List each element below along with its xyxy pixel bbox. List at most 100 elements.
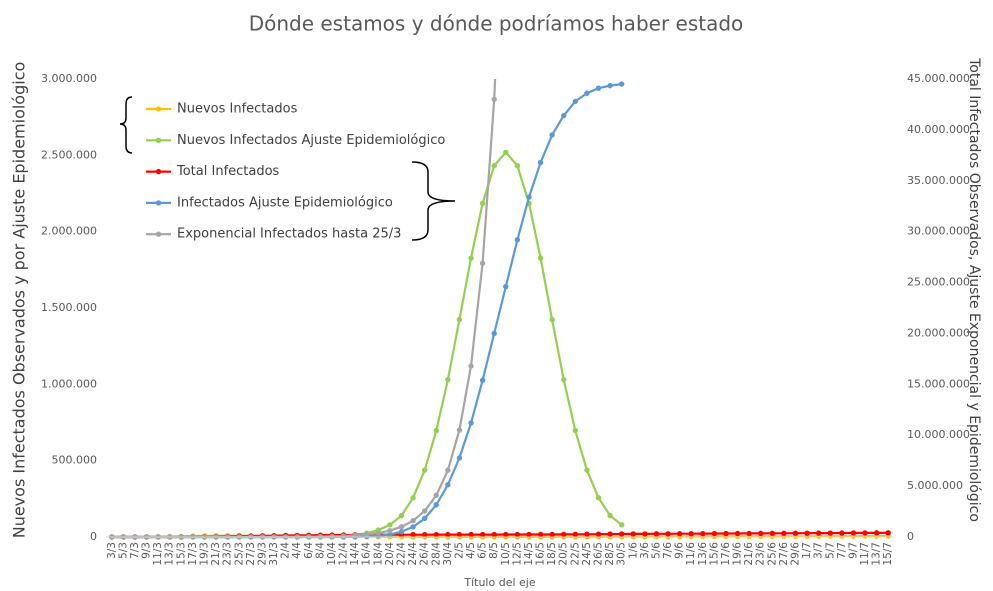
data-point xyxy=(514,237,521,243)
legend-label: Total Infectados xyxy=(176,164,280,179)
y2-tick-label: 40.000.000 xyxy=(907,123,970,136)
data-point xyxy=(618,531,625,537)
x-tick-label: 9/7 xyxy=(847,542,859,559)
x-tick-label: 23/6 xyxy=(755,542,767,566)
x-tick-label: 25/6 xyxy=(766,542,778,566)
data-point xyxy=(491,96,497,103)
y-tick-label: 1.000.000 xyxy=(41,377,97,390)
data-point xyxy=(572,427,579,434)
x-tick-label: 13/6 xyxy=(697,542,709,566)
data-point xyxy=(584,531,590,537)
x-tick-label: 30/5 xyxy=(616,542,628,566)
y2-tick-label: 20.000.000 xyxy=(907,326,970,339)
x-tick-label: 14/5 xyxy=(523,542,535,566)
data-point xyxy=(433,531,439,538)
data-point xyxy=(758,530,764,537)
data-point xyxy=(479,377,486,383)
x-tick-label: 26/4 xyxy=(419,542,431,566)
x-tick-label: 28/5 xyxy=(604,542,616,566)
data-point xyxy=(723,530,729,537)
data-point xyxy=(421,508,428,514)
x-tick-label: 31/3 xyxy=(268,542,280,566)
data-point xyxy=(445,531,451,538)
x-tick-label: 16/5 xyxy=(535,542,547,566)
x-tick-label: 11/7 xyxy=(859,542,871,566)
data-point xyxy=(561,376,567,383)
data-point xyxy=(445,376,451,383)
data-point xyxy=(711,530,718,537)
x-tick-label: 27/6 xyxy=(778,542,790,566)
data-point xyxy=(514,163,521,169)
data-point xyxy=(781,530,787,536)
y2-tick-label: 0 xyxy=(907,530,914,543)
data-point xyxy=(340,533,347,539)
x-tick-label: 3/6 xyxy=(639,542,651,559)
data-point xyxy=(433,502,439,508)
data-point xyxy=(456,531,463,538)
data-point xyxy=(839,530,845,536)
data-point xyxy=(549,316,555,323)
data-point xyxy=(526,194,532,200)
x-tick-label: 16/4 xyxy=(361,542,373,566)
x-tick-label: 11/6 xyxy=(685,542,697,566)
data-point xyxy=(561,112,567,119)
x-tick-label: 30/4 xyxy=(442,542,454,566)
chart-title: Dónde estamos y dónde podríamos haber es… xyxy=(249,12,744,36)
legend-marker xyxy=(155,231,162,237)
x-tick-label: 26/5 xyxy=(593,542,605,566)
data-point xyxy=(607,82,613,89)
y2-tick-label: 45.000.000 xyxy=(907,72,970,85)
data-point xyxy=(503,531,509,538)
data-point xyxy=(387,522,393,528)
y2-tick-label: 30.000.000 xyxy=(907,225,970,238)
x-tick-label: 5/6 xyxy=(650,542,662,559)
data-point xyxy=(595,495,602,501)
x-tick-label: 15/3 xyxy=(175,542,187,566)
data-point xyxy=(445,482,451,488)
data-point xyxy=(572,98,579,105)
data-point xyxy=(503,149,509,155)
x-tick-label: 6/4 xyxy=(303,542,315,559)
y2-tick-label: 35.000.000 xyxy=(907,174,970,187)
x-tick-label: 5/7 xyxy=(824,542,836,559)
x-tick-label: 8/4 xyxy=(314,542,326,559)
data-point xyxy=(642,531,648,537)
data-point xyxy=(398,512,405,519)
data-point xyxy=(410,518,416,524)
x-tick-label: 21/3 xyxy=(210,542,222,566)
x-tick-label: 7/3 xyxy=(129,542,141,559)
data-point xyxy=(815,530,822,536)
y2-axis-title: Total Infectados Observados, Ajuste Expo… xyxy=(966,57,982,522)
y-tick-label: 2.000.000 xyxy=(41,225,97,238)
bracket-left xyxy=(119,96,133,154)
data-point xyxy=(456,316,463,323)
data-point xyxy=(456,455,463,461)
x-tick-label: 20/4 xyxy=(384,542,396,566)
y2-tick-label: 15.000.000 xyxy=(907,377,970,390)
data-point xyxy=(653,531,660,537)
data-point xyxy=(479,531,486,538)
x-tick-label: 15/7 xyxy=(882,542,894,566)
data-point xyxy=(410,495,416,501)
x-tick-label: 7/7 xyxy=(836,542,848,559)
data-point xyxy=(769,530,776,537)
data-point xyxy=(618,81,625,87)
data-point xyxy=(537,255,544,261)
data-point xyxy=(468,420,474,426)
x-tick-label: 10/4 xyxy=(326,542,338,566)
y-tick-label: 500.000 xyxy=(52,454,98,467)
x-tick-label: 19/6 xyxy=(732,542,744,566)
y2-tick-label: 5.000.000 xyxy=(907,479,963,492)
x-tick-label: 24/4 xyxy=(407,542,419,566)
data-point xyxy=(398,529,405,535)
data-point xyxy=(421,467,428,473)
x-tick-label: 14/4 xyxy=(349,542,361,566)
data-point xyxy=(468,255,474,261)
x-tick-label: 18/5 xyxy=(546,542,558,566)
y-tick-label: 1.500.000 xyxy=(41,301,97,314)
data-point xyxy=(421,515,428,522)
x-tick-label: 9/6 xyxy=(674,542,686,559)
y-tick-label: 2.500.000 xyxy=(41,148,97,161)
